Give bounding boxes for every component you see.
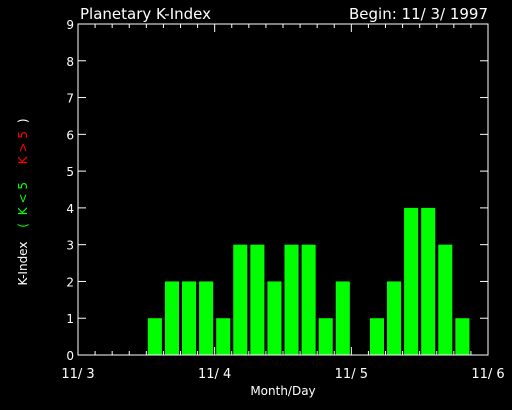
bar-7 <box>199 281 214 355</box>
bar-18 <box>387 281 402 355</box>
bar-4 <box>147 318 162 355</box>
x-axis-label: Month/Day <box>250 384 315 398</box>
y-axis: 0 1 2 3 4 5 6 7 8 9 <box>66 18 488 363</box>
y-axis-label: K-Index ( K < 5 K > 5 ) <box>16 118 30 285</box>
y-tick-label-0: 0 <box>66 349 74 363</box>
y-tick-label-3: 3 <box>66 239 74 253</box>
begin-date-label: Begin: 11/ 3/ 1997 <box>349 5 488 23</box>
bar-13 <box>301 244 316 355</box>
y-tick-label-2: 2 <box>66 275 74 289</box>
x-tick-label-2: 11/ 5 <box>335 367 368 382</box>
bar-20 <box>421 207 436 355</box>
y-tick-label-1: 1 <box>66 312 74 326</box>
x-tick-label-0: 11/ 3 <box>61 367 94 382</box>
bar-12 <box>284 244 299 355</box>
y-axis-label-green: K < 5 <box>16 182 30 215</box>
bar-5 <box>164 281 179 355</box>
y-axis-label-close: ) <box>16 118 30 123</box>
bar-15 <box>335 281 350 355</box>
bar-10 <box>250 244 265 355</box>
x-axis: 11/ 3 11/ 4 11/ 5 11/ 6 <box>61 24 505 382</box>
chart-title: Planetary K-Index <box>80 5 211 23</box>
y-axis-label-open: ( <box>16 223 30 228</box>
y-tick-label-8: 8 <box>66 55 74 69</box>
y-tick-label-5: 5 <box>66 165 74 179</box>
y-axis-label-red: K > 5 <box>16 131 30 164</box>
x-tick-label-1: 11/ 4 <box>198 367 231 382</box>
bar-21 <box>438 244 453 355</box>
bar-8 <box>216 318 231 355</box>
bar-11 <box>267 281 282 355</box>
y-axis-label-prefix: K-Index <box>16 242 30 286</box>
bar-19 <box>404 207 419 355</box>
y-tick-label-6: 6 <box>66 128 74 142</box>
y-tick-label-7: 7 <box>66 92 74 106</box>
bar-6 <box>182 281 197 355</box>
bar-14 <box>318 318 333 355</box>
y-tick-label-4: 4 <box>66 202 74 216</box>
bar-17 <box>369 318 384 355</box>
bar-9 <box>233 244 248 355</box>
y-tick-label-9: 9 <box>66 18 74 32</box>
bar-22 <box>455 318 470 355</box>
x-tick-label-3: 11/ 6 <box>471 367 504 382</box>
bars-group <box>147 207 470 355</box>
